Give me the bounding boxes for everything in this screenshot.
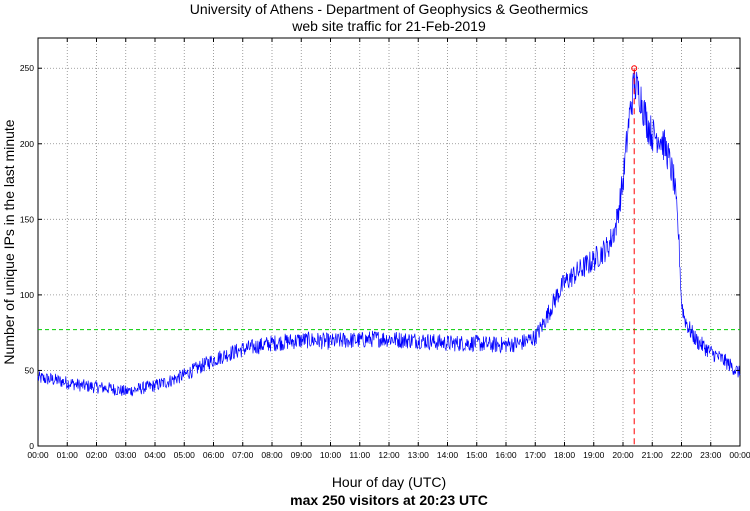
x-tick-label: 15:00 [466,450,488,460]
x-tick-label: 21:00 [642,450,664,460]
y-tick-label: 250 [20,63,34,73]
x-tick-label: 17:00 [525,450,547,460]
grid-lines [38,38,740,446]
peak-marker [631,65,638,446]
x-tick-label: 14:00 [437,450,459,460]
y-tick-label: 200 [20,139,34,149]
chart-title: University of Athens - Department of Geo… [190,1,588,17]
x-tick-label: 18:00 [554,450,576,460]
x-tick-label: 01:00 [57,450,79,460]
x-tick-label: 16:00 [495,450,517,460]
x-axis-label: Hour of day (UTC) [332,474,446,490]
x-tick-label: 00:00 [27,450,49,460]
x-tick-label: 04:00 [144,450,166,460]
x-axis-ticks: 00:00 01:00 02:00 03:00 04:00 05:00 06:00 07:00… [27,38,750,460]
y-tick-label: 100 [20,290,34,300]
x-tick-label: 11:00 [349,450,370,460]
x-tick-label: 09:00 [291,450,313,460]
x-tick-label: 02:00 [86,450,108,460]
x-tick-label: 19:00 [583,450,605,460]
x-tick-label: 23:00 [700,450,722,460]
x-tick-label: 00:00 [729,450,750,460]
x-tick-label: 07:00 [232,450,254,460]
series-traffic [37,71,741,397]
chart-subtitle: web site traffic for 21-Feb-2019 [291,18,486,34]
x-tick-label: 22:00 [671,450,693,460]
y-tick-label: 150 [20,214,34,224]
x-tick-label: 06:00 [203,450,225,460]
x-tick-label: 20:00 [612,450,634,460]
peak-point [631,65,638,72]
y-tick-label: 50 [25,365,35,375]
series-line [37,71,741,397]
x-tick-label: 13:00 [408,450,430,460]
x-tick-label: 05:00 [174,450,196,460]
y-axis-label: Number of unique IPs in the last minute [1,119,17,364]
y-tick-label: 0 [29,441,34,451]
plot-area: 00:00 01:00 02:00 03:00 04:00 05:00 06:00 07:00… [20,37,750,460]
y-axis-ticks: 0 50 100 150 200 250 [20,63,740,451]
x-tick-label: 03:00 [115,450,137,460]
x-tick-label: 10:00 [320,450,342,460]
x-tick-label: 08:00 [261,450,283,460]
x-tick-label: 12:00 [378,450,400,460]
chart-footer: max 250 visitors at 20:23 UTC [290,492,488,508]
